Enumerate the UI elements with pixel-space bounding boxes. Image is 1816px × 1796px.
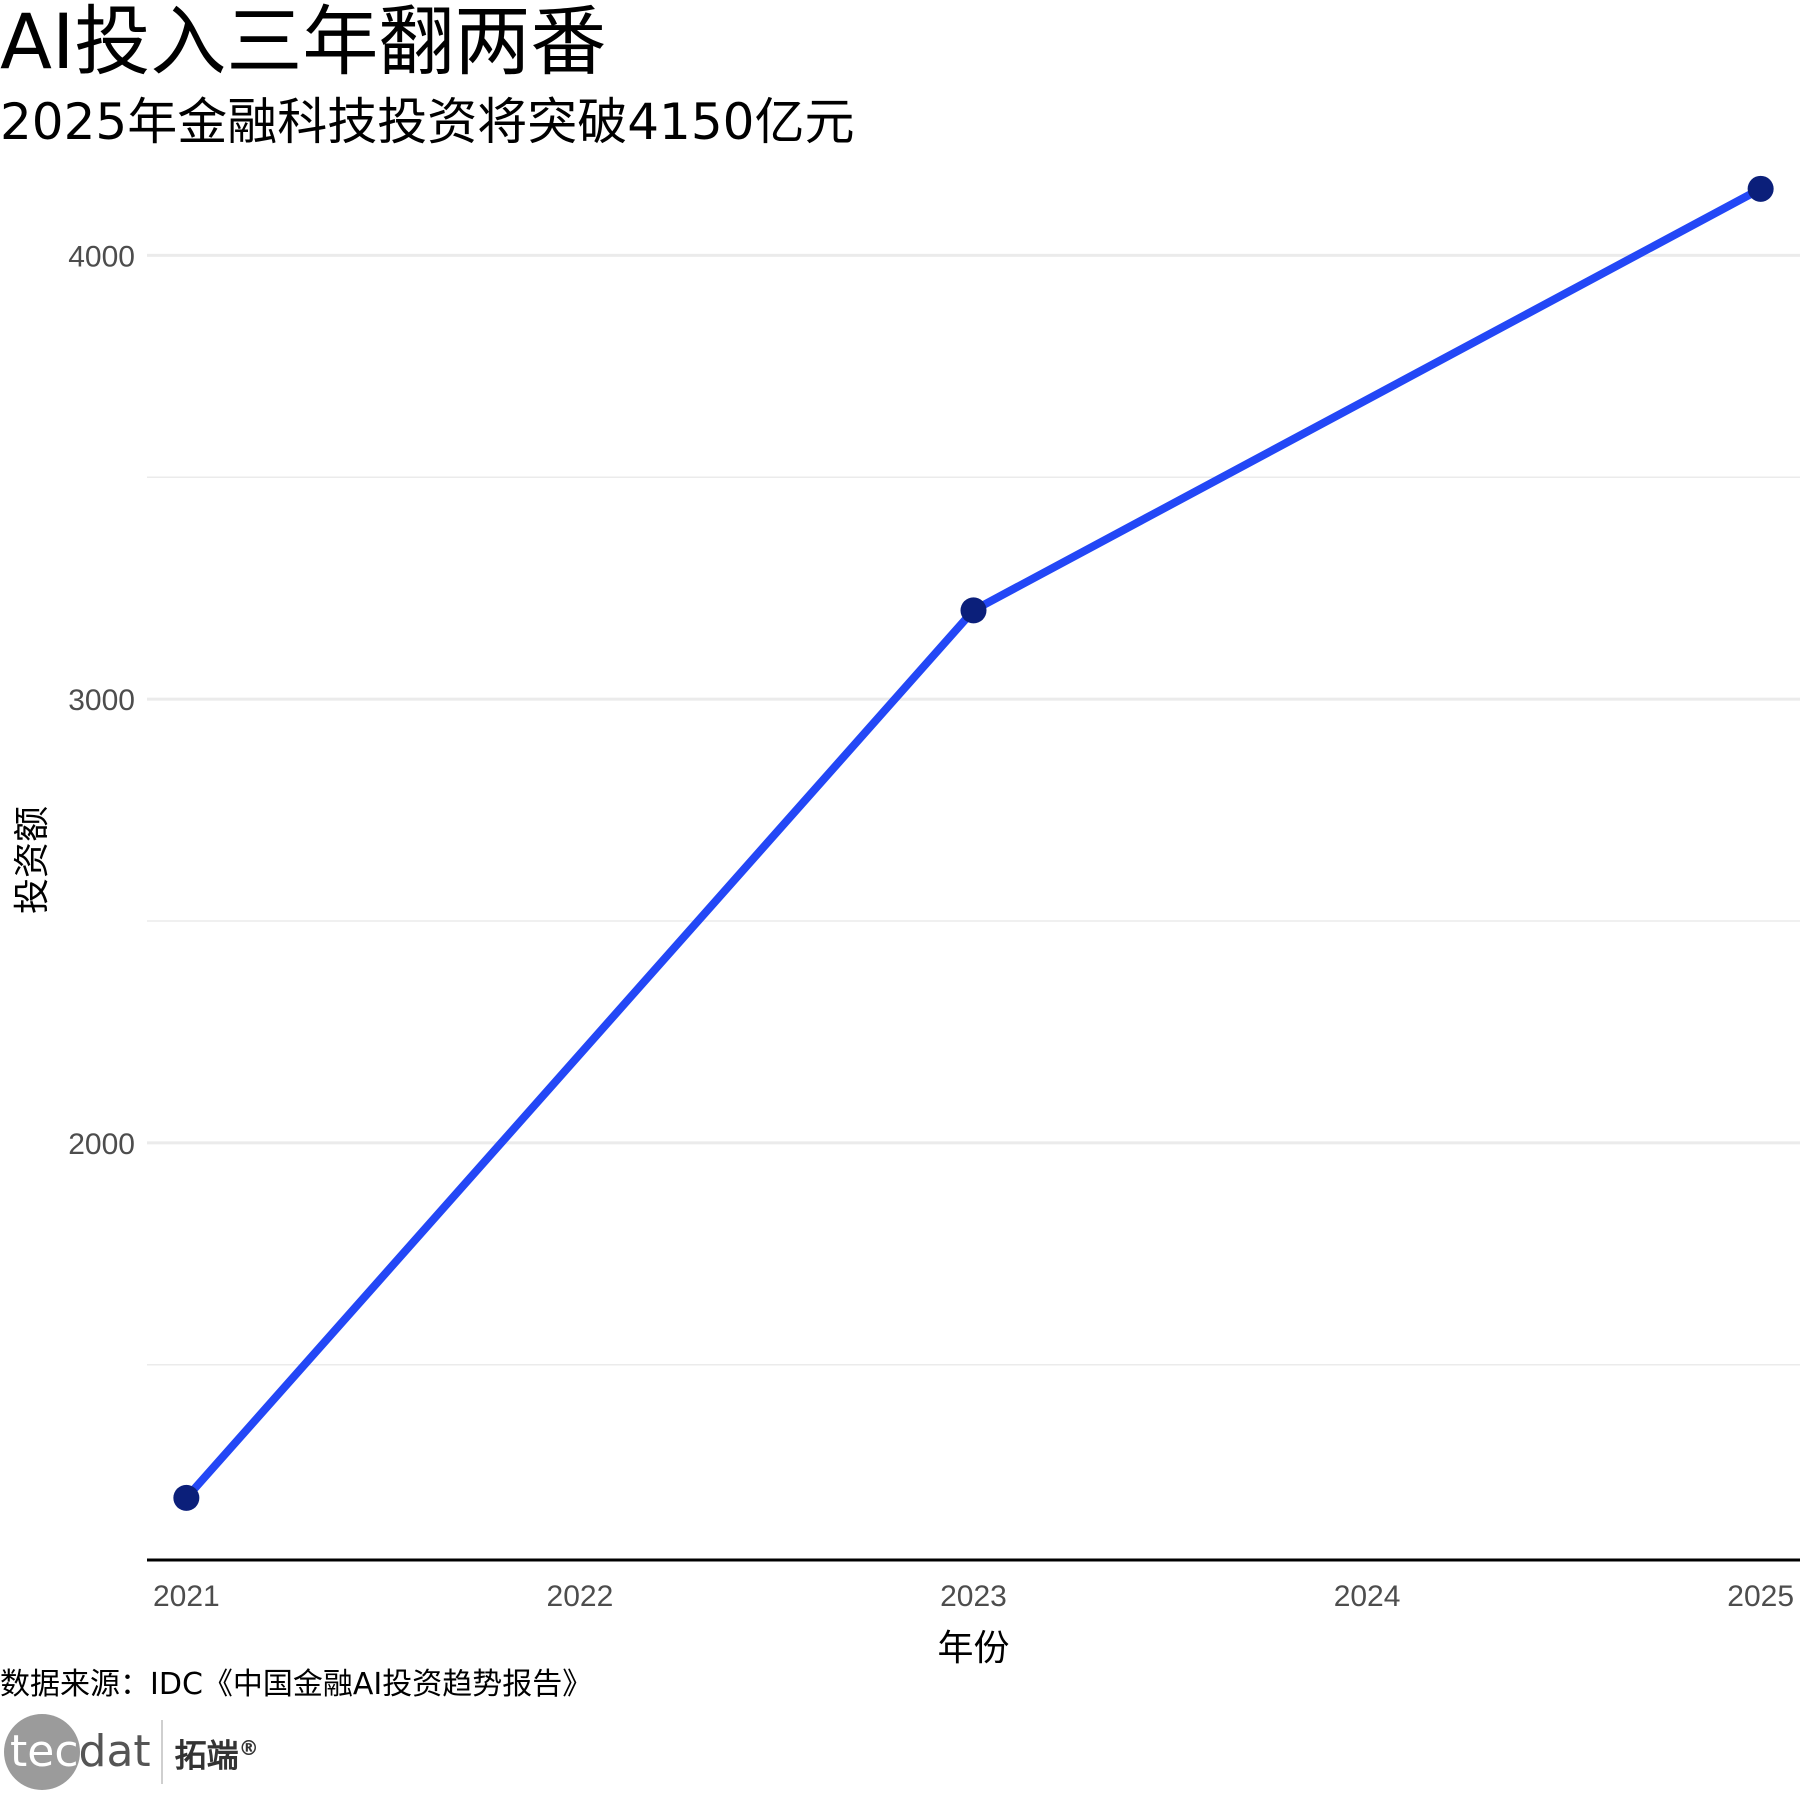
x-axis-label: 年份 [937,1628,1009,1669]
data-points [173,175,1774,1511]
logo-tec-text: tec [10,1726,79,1777]
logo-divider [160,1720,163,1784]
grid-lines [147,253,1800,1366]
series-line-0 [182,184,1765,1502]
logo-dat-text: dat [78,1726,151,1777]
data-point-2021 [173,1484,200,1511]
series-line-group [182,184,1765,1502]
chart-subtitle: 2025年金融科技投资将突破4150亿元 [0,93,855,151]
y-tick-label: 3000 [68,684,135,717]
logo-circle [4,1714,80,1790]
chart-title: AI投入三年翻两番 [0,0,607,86]
x-tick-label: 2022 [547,1580,614,1613]
logo-registered-mark: ® [238,1736,259,1761]
source-caption: 数据来源：IDC《中国金融AI投资趋势报告》 [0,1667,593,1702]
logo-cn-text: 拓端® [175,1708,259,1796]
x-tick-label: 2025 [1727,1580,1794,1613]
y-axis-label: 投资额 [12,806,53,914]
x-tick-label: 2024 [1334,1580,1401,1613]
x-tick-label: 2021 [153,1580,220,1613]
data-point-2023 [960,597,987,624]
x-tick-label: 2023 [940,1580,1007,1613]
y-tick-label: 2000 [68,1128,135,1161]
data-point-2025 [1747,175,1774,202]
tick-labels: 2000 3000 4000 2021 2022 2023 2024 2025 [68,240,1794,1613]
y-tick-label: 4000 [68,240,135,273]
logo-cn-label: 拓端 [174,1736,239,1775]
tecdat-logo: tec dat 拓端® [4,1712,259,1792]
